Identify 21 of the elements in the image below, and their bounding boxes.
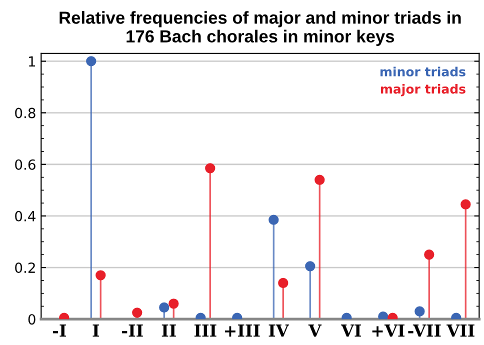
x-tick-label: VII xyxy=(446,324,474,337)
x-tick-label: -I xyxy=(52,324,66,337)
y-tick-label: 1 xyxy=(28,56,35,66)
x-tick-label: +III xyxy=(224,324,260,337)
chart-title: Relative frequencies of major and minor triads in 176 Bach chorales in minor keys xyxy=(60,11,461,46)
text: minor triads xyxy=(380,66,466,76)
y-tick-label: 0.6 xyxy=(15,159,36,170)
y-tick-label: 0.2 xyxy=(15,262,35,274)
x-tick-label: -VII xyxy=(408,324,441,337)
y-tick-label: 0.8 xyxy=(15,108,36,118)
x-tick-label: III xyxy=(194,324,216,337)
x-tick-label: IV xyxy=(268,324,289,337)
x-tick-label: I xyxy=(92,324,100,337)
x-tick-label: V xyxy=(308,324,322,337)
y-tick-label: 0.4 xyxy=(15,210,36,222)
y-tick-label: 0 xyxy=(28,314,36,325)
x-tick-label: +VI xyxy=(372,324,404,337)
x-tick-label: II xyxy=(162,324,176,337)
x-tick-label: VI xyxy=(340,324,361,337)
x-tick-label: -II xyxy=(122,324,143,337)
text: major triads xyxy=(380,84,466,96)
